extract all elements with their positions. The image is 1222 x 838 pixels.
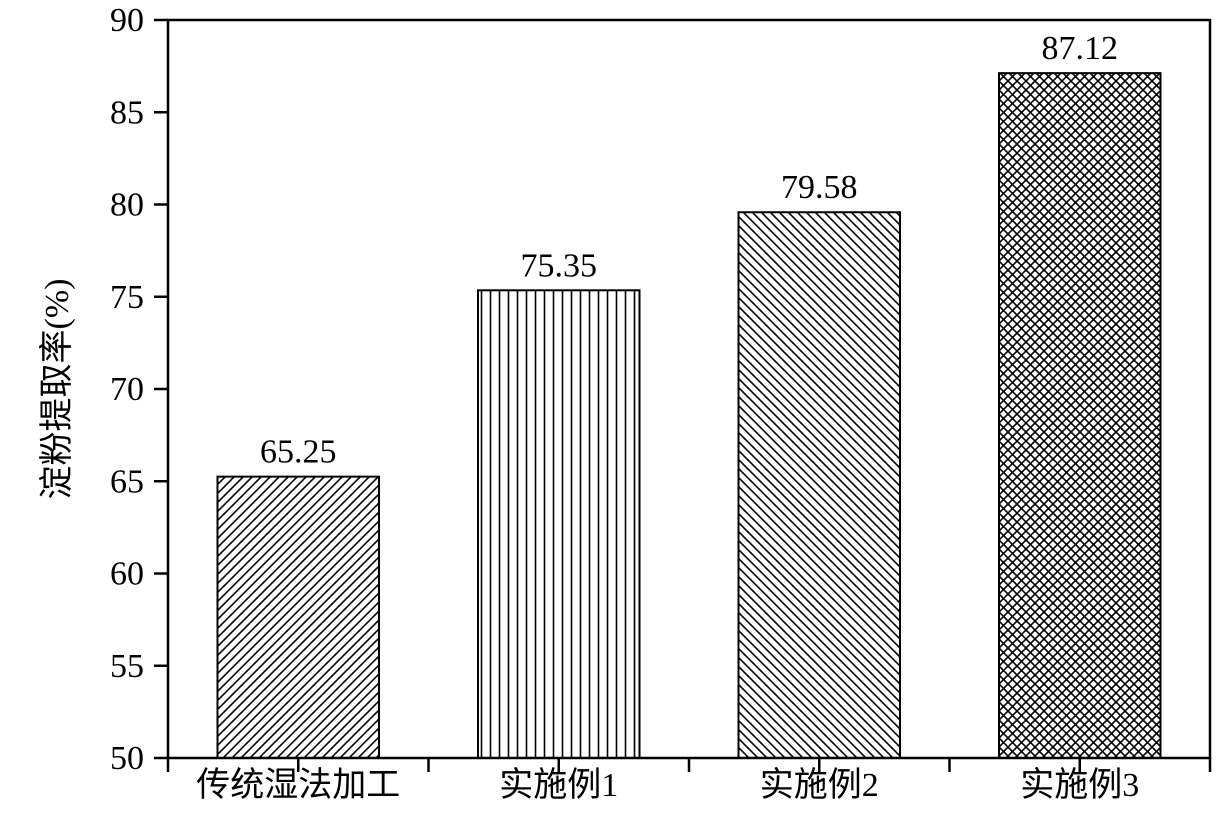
ytick-label: 65: [110, 463, 144, 500]
bar: [478, 290, 640, 758]
ytick-label: 60: [110, 556, 144, 593]
bar: [217, 477, 379, 758]
bar: [738, 212, 900, 758]
ytick-label: 90: [110, 2, 144, 39]
bar-value-label: 65.25: [260, 434, 337, 471]
bar-value-label: 75.35: [521, 247, 598, 284]
bar: [999, 73, 1161, 758]
ytick-label: 50: [110, 740, 144, 777]
ytick-label: 70: [110, 371, 144, 408]
bar-chart: 505560657075808590淀粉提取率(%)65.25传统湿法加工75.…: [0, 0, 1222, 838]
ytick-label: 75: [110, 279, 144, 316]
ytick-label: 85: [110, 94, 144, 131]
ytick-label: 80: [110, 187, 144, 224]
chart-container: 505560657075808590淀粉提取率(%)65.25传统湿法加工75.…: [0, 0, 1222, 838]
bar-value-label: 79.58: [781, 169, 858, 206]
bar-value-label: 87.12: [1042, 30, 1119, 67]
ytick-label: 55: [110, 648, 144, 685]
y-axis-label: 淀粉提取率(%): [38, 279, 76, 500]
